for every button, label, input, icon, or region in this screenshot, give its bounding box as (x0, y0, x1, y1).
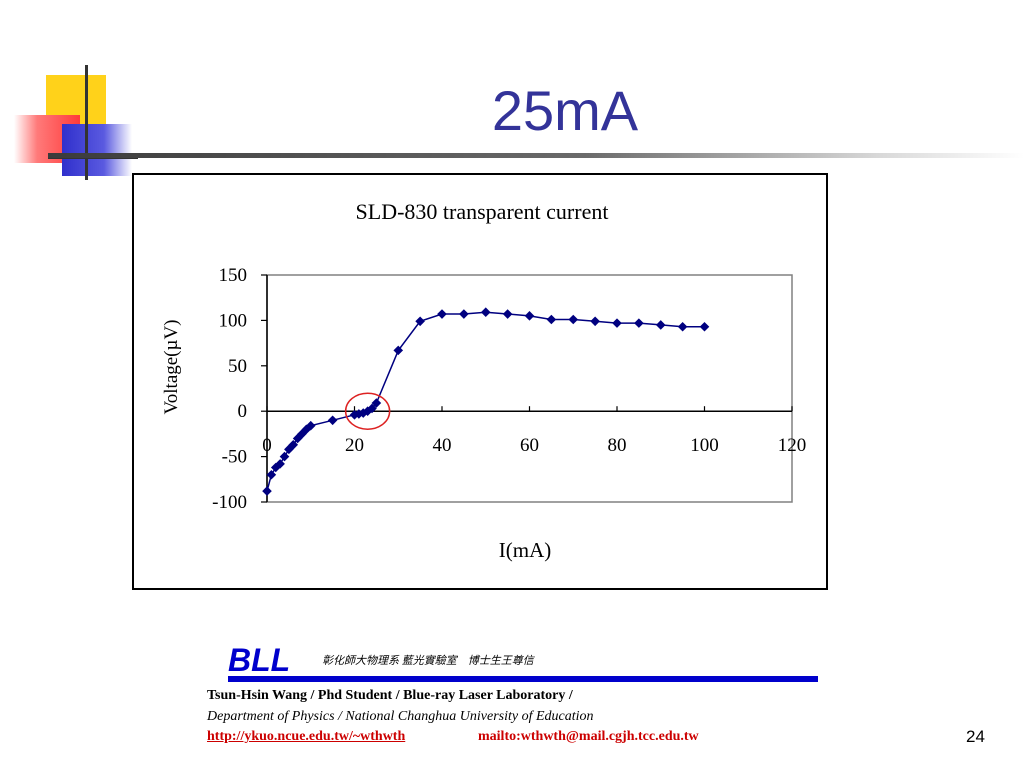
data-point (288, 439, 299, 450)
y-tick-label: 0 (238, 401, 248, 422)
x-tick-label: 20 (345, 435, 364, 456)
footer-email-link[interactable]: mailto:wthwth@mail.cgjh.tcc.edu.tw (478, 729, 699, 744)
deco-vertical-bar (85, 65, 88, 180)
page-number: 24 (966, 727, 985, 746)
axes-group: 150 100 50 0 -50 -100 0 20 40 60 80 100 120 (212, 265, 806, 513)
data-point (524, 311, 535, 321)
x-tick-label: 120 (778, 435, 807, 456)
data-point (480, 307, 491, 318)
data-point (266, 469, 277, 480)
y-tick-label: -50 (222, 447, 247, 468)
data-point (437, 309, 447, 319)
y-tick-label: 50 (228, 356, 247, 377)
x-axis-label: I(mA) (499, 538, 551, 562)
x-tick-label: 40 (433, 435, 452, 456)
y-axis-label: Voltage(µV) (161, 319, 182, 414)
chart-svg: SLD-830 transparent current 150 100 50 0 -50… (161, 199, 806, 562)
data-point (371, 398, 382, 408)
footer-website-link[interactable]: http://ykuo.ncue.edu.tw/~wthwth (207, 729, 406, 744)
deco-blue-square (62, 124, 132, 176)
footer-department-line: Department of Physics / National Changhu… (207, 709, 594, 724)
bll-logo: BLL (228, 642, 291, 678)
footer-chinese-caption: 彰化師大物理系 藍光實驗室 博士生王尊信 (322, 655, 534, 667)
data-point (655, 320, 666, 330)
data-point (590, 316, 600, 327)
x-tick-label: 100 (690, 435, 719, 456)
footer-author-line: Tsun-Hsin Wang / Phd Student / Blue-ray … (207, 688, 573, 703)
data-point (699, 321, 710, 332)
chart-frame: SLD-830 transparent current 150 100 50 0 -50… (132, 173, 828, 590)
data-point (393, 345, 404, 356)
chart-title: SLD-830 transparent current (356, 199, 609, 224)
y-tick-label: -100 (212, 492, 247, 513)
y-tick-label: 100 (219, 310, 248, 331)
logo-underline (228, 676, 818, 682)
slide-title: 25mA (491, 79, 639, 142)
data-point (327, 415, 338, 426)
data-point (502, 309, 513, 319)
x-tick-label: 0 (262, 435, 272, 456)
data-point (262, 486, 272, 496)
data-point (275, 459, 285, 469)
data-point (415, 316, 425, 327)
data-point (305, 420, 316, 431)
y-tick-label: 150 (219, 265, 248, 286)
annotation-circle (344, 392, 391, 430)
title-rule (48, 153, 1024, 158)
data-point (677, 321, 688, 332)
data-point (367, 403, 377, 414)
data-point (459, 309, 469, 319)
plot-area (266, 274, 793, 503)
data-point (279, 451, 290, 462)
x-tick-label: 80 (608, 435, 627, 456)
x-tick-label: 60 (520, 435, 539, 456)
